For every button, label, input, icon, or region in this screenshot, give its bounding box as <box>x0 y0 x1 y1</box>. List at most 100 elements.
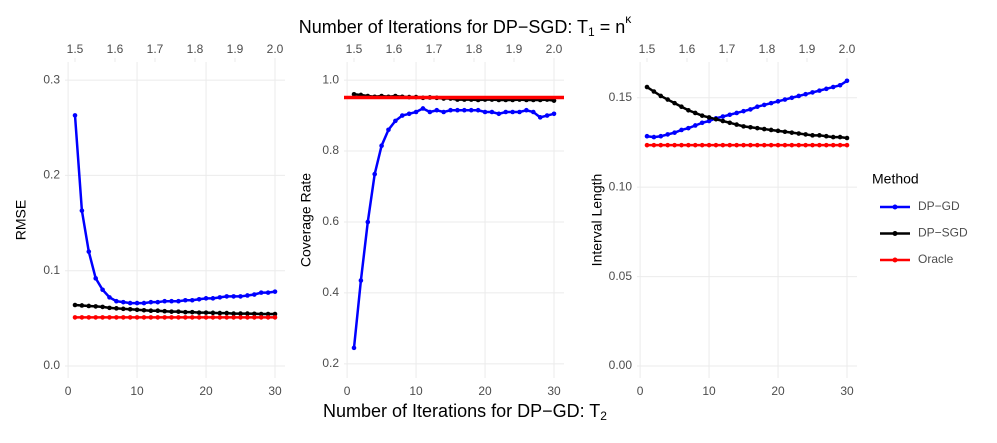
panel: 0.00 0.05 0.10 0.15 0 10 20 30 1.5 1.6 1.7 1.8 1.9 2.… <box>589 42 857 398</box>
x-tick-label: 10 <box>702 384 716 398</box>
point <box>413 109 419 115</box>
point <box>224 310 230 316</box>
point <box>183 297 188 303</box>
title-text: Number of Iterations for DP−GD: T <box>323 401 600 421</box>
x-tick-label: 30 <box>268 384 282 398</box>
point <box>824 142 829 148</box>
y-tick-label: 1.0 <box>322 72 339 86</box>
point <box>524 107 529 113</box>
point <box>210 315 216 320</box>
x-tick-label: 30 <box>840 384 854 398</box>
point <box>183 315 188 320</box>
point <box>789 95 795 101</box>
point <box>455 107 460 113</box>
point <box>148 299 154 305</box>
point <box>86 249 92 254</box>
point <box>727 112 733 118</box>
point <box>420 106 426 111</box>
point <box>803 91 808 97</box>
point <box>217 310 223 316</box>
top-tick-label: 2.0 <box>267 42 284 56</box>
point <box>658 93 664 99</box>
point <box>768 127 774 133</box>
point <box>551 98 557 103</box>
point <box>351 345 357 351</box>
point <box>258 315 264 320</box>
point <box>844 135 850 141</box>
point <box>658 142 664 148</box>
point <box>748 124 753 130</box>
title-text: Number of Iterations for DP−SGD: T <box>299 17 588 37</box>
point <box>796 142 802 148</box>
point <box>189 297 195 303</box>
title-text: = n <box>600 17 626 37</box>
x-tick-label: 0 <box>344 384 351 398</box>
point <box>141 307 147 313</box>
point <box>824 133 829 139</box>
point <box>651 134 657 140</box>
point <box>272 315 278 320</box>
point <box>231 315 236 320</box>
point <box>100 315 105 320</box>
point <box>217 315 223 320</box>
point <box>351 91 357 97</box>
point <box>252 292 257 297</box>
series-line <box>352 107 555 348</box>
point <box>155 299 161 305</box>
point <box>252 311 257 317</box>
panel: 0.2 0.4 0.6 0.8 1.0 0 10 20 30 1.5 1.6 1.7 1.8 1.9 2.0… <box>298 42 564 398</box>
point <box>245 311 250 316</box>
point <box>810 133 815 138</box>
point <box>265 311 271 317</box>
panel: 0.0 0.1 0.2 0.3 0 10 20 30 1.5 1.6 1.7 1.8 1.9 2.0 RMS… <box>13 42 285 398</box>
point <box>644 133 650 139</box>
point <box>720 118 726 124</box>
point <box>79 303 85 308</box>
top-tick-label: 1.9 <box>799 42 816 56</box>
point <box>510 109 515 115</box>
point <box>155 315 161 320</box>
title-superscript: κ <box>625 12 632 26</box>
point <box>810 90 815 95</box>
point <box>699 120 705 126</box>
point <box>741 142 746 148</box>
legend-label: DP−GD <box>918 199 960 213</box>
point <box>169 298 174 304</box>
point <box>782 129 788 135</box>
point <box>162 308 167 314</box>
point <box>162 298 167 304</box>
point <box>79 208 85 213</box>
point <box>755 142 760 148</box>
point <box>245 315 250 320</box>
point <box>727 120 733 126</box>
point <box>265 315 271 320</box>
point <box>734 122 739 127</box>
y-tick-label: 0.3 <box>43 72 60 86</box>
point <box>720 114 726 119</box>
top-tick-label: 1.8 <box>187 42 204 56</box>
point <box>761 102 767 108</box>
point <box>189 315 195 320</box>
point <box>713 142 719 148</box>
x-tick-label: 0 <box>65 384 72 398</box>
point <box>658 133 664 139</box>
point <box>238 294 243 299</box>
point <box>810 142 815 148</box>
point <box>489 109 495 115</box>
point <box>517 109 522 115</box>
point <box>238 311 243 316</box>
point <box>775 142 781 148</box>
point <box>231 311 236 316</box>
point <box>134 300 140 306</box>
point <box>148 308 154 314</box>
point <box>196 296 202 302</box>
point <box>210 310 216 316</box>
point <box>692 110 698 116</box>
point <box>837 134 843 140</box>
point <box>665 142 670 148</box>
point <box>796 131 802 136</box>
point <box>692 123 698 128</box>
point <box>176 315 181 320</box>
point <box>475 107 481 113</box>
